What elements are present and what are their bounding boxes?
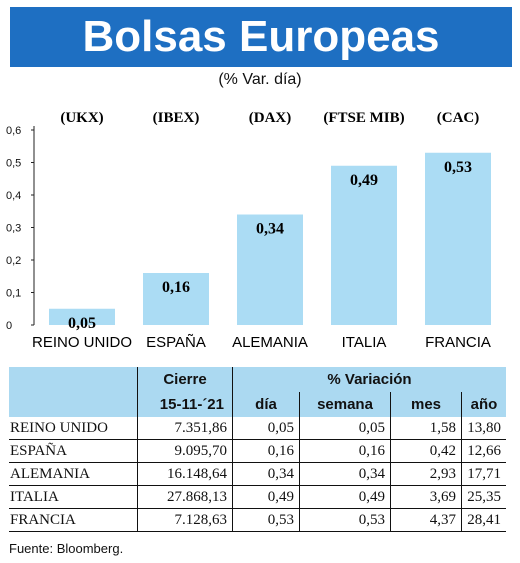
- table-row: ESPAÑA 9.095,70 0,16 0,16 0,42 12,66: [9, 439, 506, 463]
- row-ano: 28,41: [461, 508, 506, 532]
- row-ano: 13,80: [461, 417, 506, 440]
- y-tick-label: 0,5: [6, 158, 21, 170]
- row-semana: 0,34: [299, 462, 391, 486]
- row-semana: 0,53: [299, 508, 391, 532]
- index-label: (CAC): [437, 110, 480, 126]
- row-ano: 12,66: [461, 439, 506, 463]
- empty-subheader-cell: [9, 392, 138, 417]
- bar-chart: 0 0,1 0,2 0,3 0,4 0,5 0,6 0,05 (UKX) REINO UNIDO 0…: [6, 110, 491, 351]
- chart-subtitle: (% Var. día): [218, 71, 302, 88]
- index-label: (FTSE MIB): [323, 110, 404, 126]
- row-name: ESPAÑA: [9, 439, 138, 463]
- row-semana: 0,49: [299, 485, 391, 509]
- row-name: ITALIA: [9, 485, 138, 509]
- category-label: ALEMANIA: [232, 334, 308, 351]
- row-mes: 2,93: [390, 462, 462, 486]
- y-tick-label: 0: [6, 320, 12, 332]
- row-dia: 0,16: [232, 439, 300, 463]
- y-tick-label: 0,1: [6, 288, 21, 300]
- bar: [237, 214, 303, 325]
- category-label: ESPAÑA: [146, 334, 206, 351]
- bar-value-label: 0,34: [256, 221, 284, 238]
- category-label: FRANCIA: [425, 334, 491, 351]
- row-cierre: 7.128,63: [137, 508, 233, 532]
- table-row: ALEMANIA 16.148,64 0,34 0,34 2,93 17,71: [9, 462, 506, 486]
- y-tick-label: 0,2: [6, 255, 21, 267]
- bar: [143, 273, 209, 325]
- row-mes: 3,69: [390, 485, 462, 509]
- bar-value-label: 0,05: [68, 315, 96, 332]
- dia-header: día: [232, 392, 300, 417]
- date-header: 15-11-´21: [137, 392, 233, 417]
- index-label: (IBEX): [153, 110, 200, 126]
- bar-value-label: 0,49: [350, 172, 378, 189]
- row-ano: 17,71: [461, 462, 506, 486]
- row-ano: 25,35: [461, 485, 506, 509]
- empty-header-cell: [9, 367, 138, 392]
- category-label: ITALIA: [342, 334, 387, 351]
- y-tick-label: 0,4: [6, 190, 21, 202]
- table-row: ITALIA 27.868,13 0,49 0,49 3,69 25,35: [9, 485, 506, 509]
- index-label: (UKX): [60, 110, 103, 126]
- page-title: Bolsas Europeas: [10, 7, 512, 67]
- bar: [331, 165, 397, 325]
- row-mes: 0,42: [390, 439, 462, 463]
- semana-header: semana: [299, 392, 391, 417]
- variacion-header: % Variación: [232, 367, 506, 392]
- source-note: Fuente: Bloomberg.: [9, 541, 124, 556]
- row-dia: 0,49: [232, 485, 300, 509]
- row-dia: 0,53: [232, 508, 300, 532]
- bar: [425, 152, 491, 325]
- row-cierre: 27.868,13: [137, 485, 233, 509]
- bar: [49, 308, 115, 325]
- index-label: (DAX): [249, 110, 292, 126]
- row-cierre: 16.148,64: [137, 462, 233, 486]
- bar-value-label: 0,16: [162, 279, 190, 296]
- y-tick-label: 0,6: [6, 125, 21, 137]
- ano-header: año: [461, 392, 506, 417]
- row-dia: 0,05: [232, 417, 300, 440]
- row-name: FRANCIA: [9, 508, 138, 532]
- row-name: ALEMANIA: [9, 462, 138, 486]
- data-table: Cierre % Variación 15-11-´21 día semana …: [9, 367, 506, 532]
- row-cierre: 9.095,70: [137, 439, 233, 463]
- row-mes: 4,37: [390, 508, 462, 532]
- row-name: REINO UNIDO: [9, 417, 138, 440]
- cierre-header: Cierre: [137, 367, 233, 392]
- row-cierre: 7.351,86: [137, 417, 233, 440]
- row-semana: 0,16: [299, 439, 391, 463]
- table-row: REINO UNIDO 7.351,86 0,05 0,05 1,58 13,8…: [9, 417, 506, 440]
- y-tick-label: 0,3: [6, 223, 21, 235]
- row-semana: 0,05: [299, 417, 391, 440]
- row-dia: 0,34: [232, 462, 300, 486]
- category-label: REINO UNIDO: [32, 334, 132, 351]
- bar-value-label: 0,53: [444, 159, 472, 176]
- mes-header: mes: [390, 392, 462, 417]
- table-row: FRANCIA 7.128,63 0,53 0,53 4,37 28,41: [9, 508, 506, 532]
- row-mes: 1,58: [390, 417, 462, 440]
